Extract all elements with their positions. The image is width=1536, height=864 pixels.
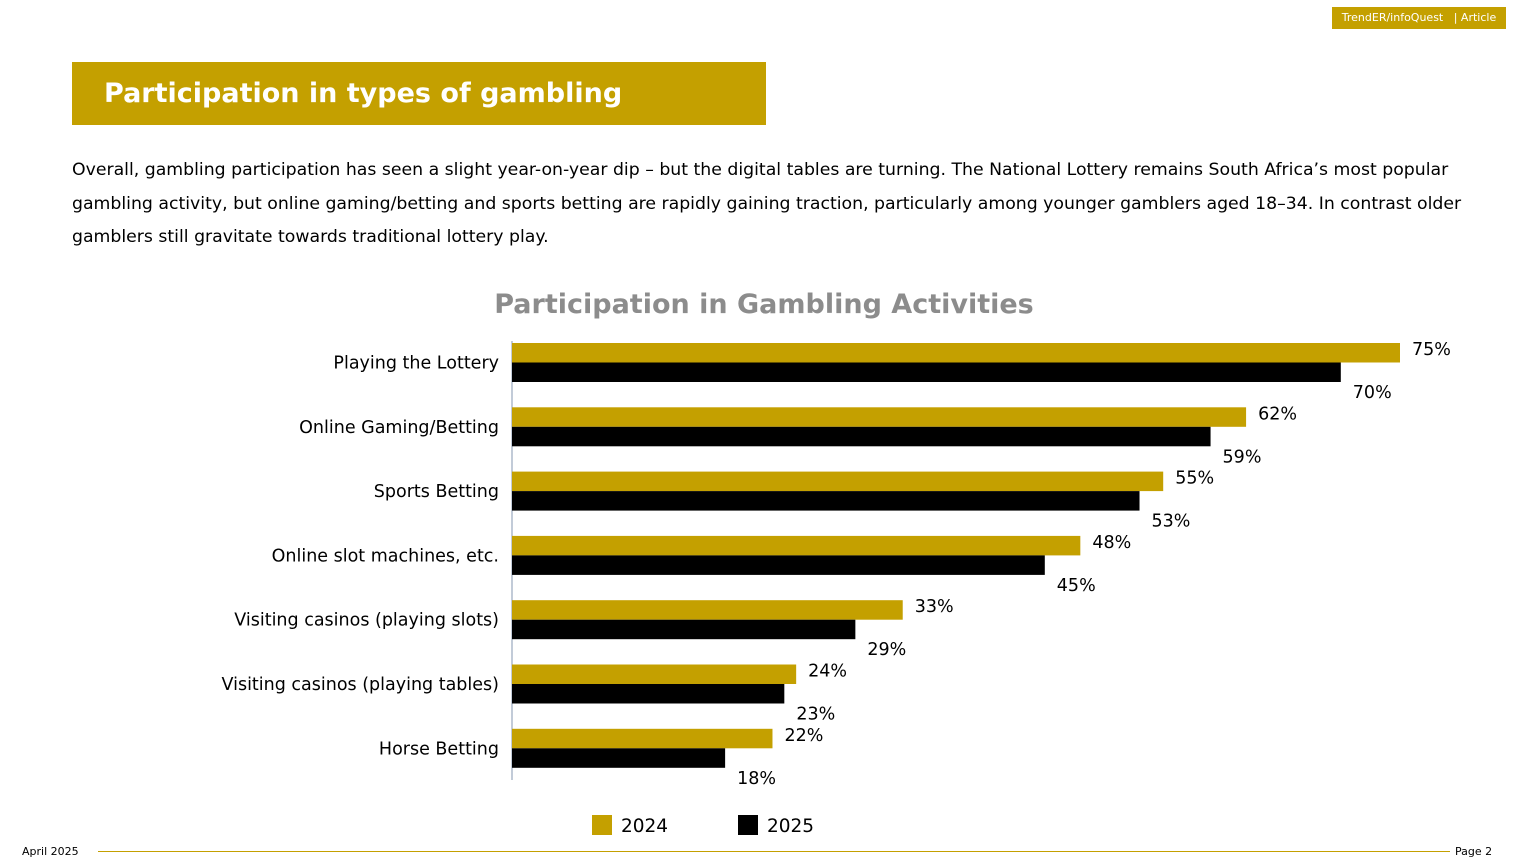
bar-2024 bbox=[512, 728, 773, 749]
report-badge: TrendER/infoQuest | Article bbox=[1332, 7, 1506, 29]
data-label: 45% bbox=[1057, 576, 1096, 596]
bar-2025 bbox=[512, 619, 856, 640]
data-label: 23% bbox=[796, 705, 835, 725]
data-label: 22% bbox=[784, 726, 823, 746]
data-label: 62% bbox=[1258, 404, 1297, 424]
bar-2024 bbox=[512, 535, 1081, 556]
footer-date: April 2025 bbox=[22, 845, 79, 858]
data-label: 33% bbox=[915, 597, 954, 617]
category-label: Visiting casinos (playing slots) bbox=[234, 611, 499, 631]
data-label: 48% bbox=[1092, 533, 1131, 553]
category-label: Visiting casinos (playing tables) bbox=[222, 675, 500, 695]
bar-2024 bbox=[512, 407, 1247, 427]
bar-2024 bbox=[512, 664, 797, 684]
data-label: 29% bbox=[867, 640, 906, 660]
bar-2025 bbox=[512, 426, 1211, 447]
legend-swatch-2024 bbox=[592, 815, 612, 835]
bar-2025 bbox=[512, 362, 1341, 382]
footer-divider bbox=[98, 851, 1450, 852]
data-label: 59% bbox=[1223, 447, 1262, 467]
legend-swatch-2025 bbox=[738, 815, 758, 835]
bar-2024 bbox=[512, 471, 1164, 492]
category-label: Online Gaming/Betting bbox=[299, 418, 499, 438]
data-label: 55% bbox=[1175, 469, 1214, 489]
bar-2025 bbox=[512, 684, 785, 704]
chart-title: Participation in Gambling Activities bbox=[494, 289, 1034, 320]
bar-2024 bbox=[512, 343, 1400, 363]
category-label: Sports Betting bbox=[374, 482, 499, 502]
data-label: 53% bbox=[1152, 512, 1191, 532]
category-label: Online slot machines, etc. bbox=[272, 546, 499, 566]
bar-2025 bbox=[512, 748, 726, 768]
page-number: Page 2 bbox=[1455, 845, 1493, 858]
category-label: Playing the Lottery bbox=[333, 354, 499, 374]
category-label: Horse Betting bbox=[379, 739, 499, 759]
data-label: 24% bbox=[808, 662, 847, 682]
legend-label: 2024 bbox=[621, 816, 668, 837]
title-banner: Participation in types of gambling activ… bbox=[72, 62, 766, 172]
legend-label: 2025 bbox=[767, 816, 814, 837]
data-label: 18% bbox=[737, 769, 776, 789]
bar-2025 bbox=[512, 491, 1140, 511]
page-title: Participation in types of gambling activ… bbox=[104, 78, 623, 172]
bar-2025 bbox=[512, 555, 1045, 575]
data-label: 70% bbox=[1353, 383, 1392, 403]
data-label: 75% bbox=[1412, 340, 1451, 360]
intro-paragraph: Overall, gambling participation has seen… bbox=[72, 160, 1462, 247]
bar-2024 bbox=[512, 600, 903, 620]
